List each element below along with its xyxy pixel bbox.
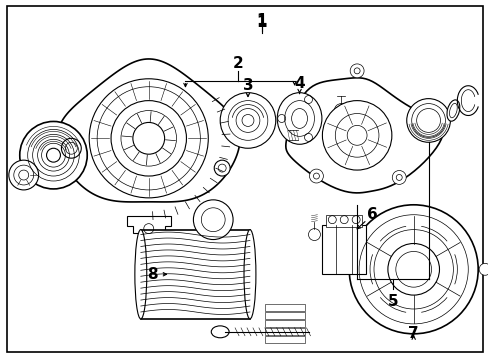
Circle shape [350, 64, 364, 78]
Circle shape [349, 205, 478, 334]
Polygon shape [286, 78, 443, 193]
Circle shape [479, 264, 490, 275]
Circle shape [194, 200, 233, 239]
Text: 6: 6 [367, 207, 377, 222]
Circle shape [89, 79, 208, 198]
Circle shape [220, 93, 276, 148]
Text: 5: 5 [388, 294, 398, 309]
Circle shape [309, 229, 320, 240]
Bar [265, 304, 305, 311]
Circle shape [322, 100, 392, 170]
Circle shape [334, 104, 348, 117]
Text: 4: 4 [294, 76, 305, 91]
Ellipse shape [277, 93, 322, 144]
Circle shape [111, 100, 187, 176]
Ellipse shape [447, 100, 460, 121]
Text: 3: 3 [243, 78, 253, 93]
Ellipse shape [135, 230, 147, 319]
Circle shape [392, 171, 406, 184]
Bar [265, 320, 305, 327]
Text: 7: 7 [408, 326, 419, 341]
Bar [265, 312, 305, 319]
Text: 8: 8 [147, 267, 158, 282]
Bar [265, 336, 305, 343]
Bar [322, 225, 366, 274]
Bar [326, 215, 362, 227]
Polygon shape [127, 216, 171, 233]
Circle shape [214, 160, 230, 176]
Bar [265, 328, 305, 335]
Text: 1: 1 [257, 13, 267, 28]
Circle shape [9, 160, 39, 190]
Bar [141, 230, 250, 319]
Text: 1: 1 [257, 15, 267, 30]
Ellipse shape [211, 326, 229, 338]
Circle shape [388, 243, 440, 295]
Circle shape [20, 121, 87, 189]
Polygon shape [57, 59, 240, 202]
Circle shape [61, 138, 81, 158]
Circle shape [310, 169, 323, 183]
Ellipse shape [244, 230, 256, 319]
Circle shape [407, 99, 450, 142]
Text: 2: 2 [233, 57, 244, 71]
